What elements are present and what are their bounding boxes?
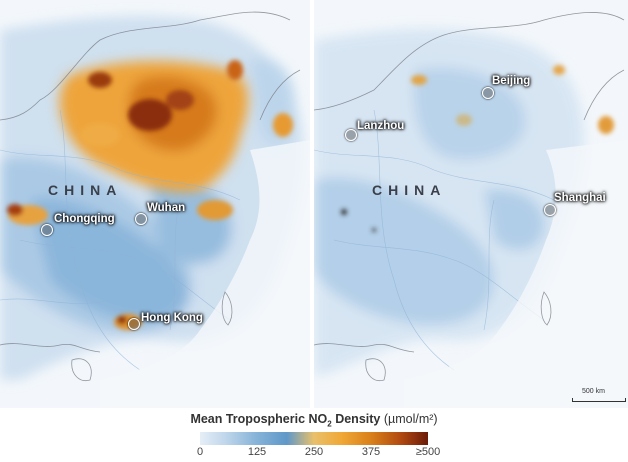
no2-map-before <box>0 0 310 408</box>
city-label-beijing: Beijing <box>492 75 531 87</box>
city-marker-beijing <box>482 87 494 99</box>
legend-tick-500: ≥500 <box>415 446 441 458</box>
country-label-china-right: CHINA <box>372 182 447 198</box>
city-label-shanghai: Shanghai <box>554 192 606 204</box>
city-marker-shanghai <box>544 204 556 216</box>
legend-tick-125: 125 <box>247 446 267 458</box>
city-label-hong-kong: Hong Kong <box>141 312 203 324</box>
legend-tick-0: 0 <box>196 446 204 458</box>
city-label-wuhan: Wuhan <box>147 202 186 214</box>
country-label-china: CHINA <box>48 182 123 198</box>
city-marker-hong-kong <box>128 318 140 330</box>
map-panel-before: CHINA Chongqing Wuhan Hong Kong <box>0 0 310 408</box>
city-marker-chongqing <box>41 224 53 236</box>
city-marker-lanzhou <box>345 129 357 141</box>
legend-colorbar <box>200 432 428 445</box>
legend-tick-250: 250 <box>304 446 324 458</box>
city-marker-wuhan <box>135 213 147 225</box>
legend: Mean Tropospheric NO2 Density (µmol/m²) … <box>0 410 628 462</box>
scale-bar-label: 500 km <box>582 388 605 395</box>
legend-title: Mean Tropospheric NO2 Density (µmol/m²) <box>0 412 628 429</box>
city-label-lanzhou: Lanzhou <box>357 120 405 132</box>
legend-title-rest: Density <box>331 412 384 426</box>
scale-bar-line <box>572 398 626 402</box>
no2-map-after <box>314 0 628 408</box>
map-panel-after: CHINA Beijing Lanzhou Shanghai <box>314 0 628 408</box>
legend-tick-375: 375 <box>361 446 381 458</box>
legend-title-main: Mean Tropospheric NO <box>190 412 328 426</box>
legend-title-subscript: 2 <box>327 419 332 429</box>
city-label-chongqing: Chongqing <box>54 213 115 225</box>
legend-unit: (µmol/m²) <box>383 412 438 426</box>
